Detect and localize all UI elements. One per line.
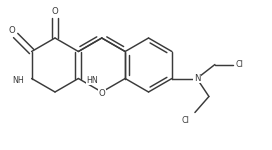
Text: O: O bbox=[8, 26, 15, 35]
Text: O: O bbox=[52, 8, 58, 16]
Text: NH: NH bbox=[12, 76, 24, 85]
Text: Cl: Cl bbox=[236, 60, 244, 69]
Text: Cl: Cl bbox=[182, 116, 190, 125]
Text: N: N bbox=[194, 74, 200, 83]
Text: O: O bbox=[98, 90, 105, 99]
Text: HN: HN bbox=[86, 76, 98, 85]
